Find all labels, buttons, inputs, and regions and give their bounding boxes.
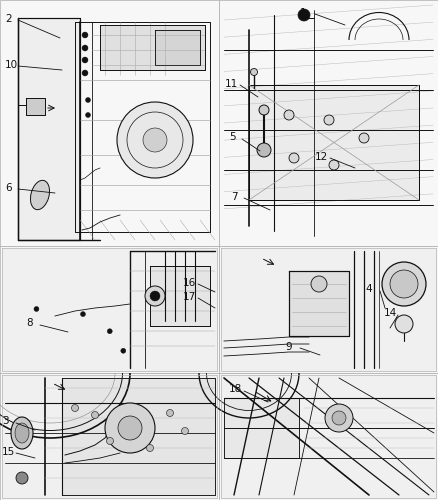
Bar bbox=[0, 0, 219, 246]
Text: 1: 1 bbox=[300, 8, 307, 18]
Circle shape bbox=[85, 98, 91, 102]
Text: 11: 11 bbox=[225, 79, 238, 89]
Circle shape bbox=[146, 444, 153, 452]
Text: 12: 12 bbox=[315, 152, 328, 162]
Bar bbox=[219, 246, 438, 373]
Circle shape bbox=[257, 143, 271, 157]
Circle shape bbox=[332, 411, 346, 425]
Circle shape bbox=[71, 404, 78, 411]
Circle shape bbox=[259, 105, 269, 115]
Circle shape bbox=[298, 9, 310, 21]
Circle shape bbox=[181, 428, 188, 434]
Polygon shape bbox=[18, 18, 80, 240]
Circle shape bbox=[118, 416, 142, 440]
Polygon shape bbox=[249, 85, 419, 200]
Polygon shape bbox=[26, 98, 45, 115]
Circle shape bbox=[85, 112, 91, 117]
Text: 15: 15 bbox=[2, 447, 15, 457]
Circle shape bbox=[143, 128, 167, 152]
Circle shape bbox=[105, 403, 155, 453]
Bar bbox=[0, 373, 219, 500]
Circle shape bbox=[390, 270, 418, 298]
Text: 8: 8 bbox=[26, 318, 32, 328]
Circle shape bbox=[82, 70, 88, 76]
Circle shape bbox=[92, 412, 99, 418]
Polygon shape bbox=[2, 248, 217, 371]
Circle shape bbox=[16, 472, 28, 484]
Text: 2: 2 bbox=[5, 14, 12, 24]
Ellipse shape bbox=[11, 417, 33, 449]
Circle shape bbox=[382, 262, 426, 306]
Circle shape bbox=[311, 276, 327, 292]
Text: 3: 3 bbox=[2, 416, 9, 426]
Circle shape bbox=[289, 153, 299, 163]
Circle shape bbox=[81, 312, 85, 316]
Text: 4: 4 bbox=[365, 284, 371, 294]
Circle shape bbox=[166, 410, 173, 416]
Polygon shape bbox=[221, 375, 436, 498]
Circle shape bbox=[121, 348, 126, 354]
Polygon shape bbox=[150, 266, 210, 326]
Circle shape bbox=[251, 68, 258, 75]
Circle shape bbox=[34, 306, 39, 312]
Bar bbox=[0, 246, 219, 373]
Ellipse shape bbox=[15, 423, 29, 443]
Circle shape bbox=[82, 57, 88, 63]
Polygon shape bbox=[2, 375, 217, 498]
Circle shape bbox=[329, 160, 339, 170]
Circle shape bbox=[325, 404, 353, 432]
Polygon shape bbox=[221, 248, 436, 371]
Polygon shape bbox=[62, 378, 215, 495]
Polygon shape bbox=[224, 398, 299, 458]
Circle shape bbox=[359, 133, 369, 143]
Circle shape bbox=[284, 110, 294, 120]
Text: 10: 10 bbox=[5, 60, 18, 70]
Text: 18: 18 bbox=[229, 384, 242, 394]
Bar bbox=[219, 373, 438, 500]
Circle shape bbox=[82, 45, 88, 51]
Text: 6: 6 bbox=[5, 183, 12, 193]
Polygon shape bbox=[100, 25, 205, 70]
Text: 17: 17 bbox=[183, 292, 196, 302]
Ellipse shape bbox=[31, 180, 49, 210]
Circle shape bbox=[150, 291, 160, 301]
Circle shape bbox=[82, 32, 88, 38]
Text: 14: 14 bbox=[384, 308, 397, 318]
Text: 9: 9 bbox=[285, 342, 292, 352]
Polygon shape bbox=[155, 30, 200, 65]
Circle shape bbox=[145, 286, 165, 306]
Circle shape bbox=[324, 115, 334, 125]
Polygon shape bbox=[289, 271, 349, 336]
Circle shape bbox=[395, 315, 413, 333]
Bar bbox=[219, 0, 438, 246]
Text: 16: 16 bbox=[183, 278, 196, 288]
Circle shape bbox=[106, 438, 113, 444]
Circle shape bbox=[117, 102, 193, 178]
Circle shape bbox=[107, 328, 112, 334]
Text: 5: 5 bbox=[229, 132, 236, 142]
Text: 7: 7 bbox=[231, 192, 238, 202]
